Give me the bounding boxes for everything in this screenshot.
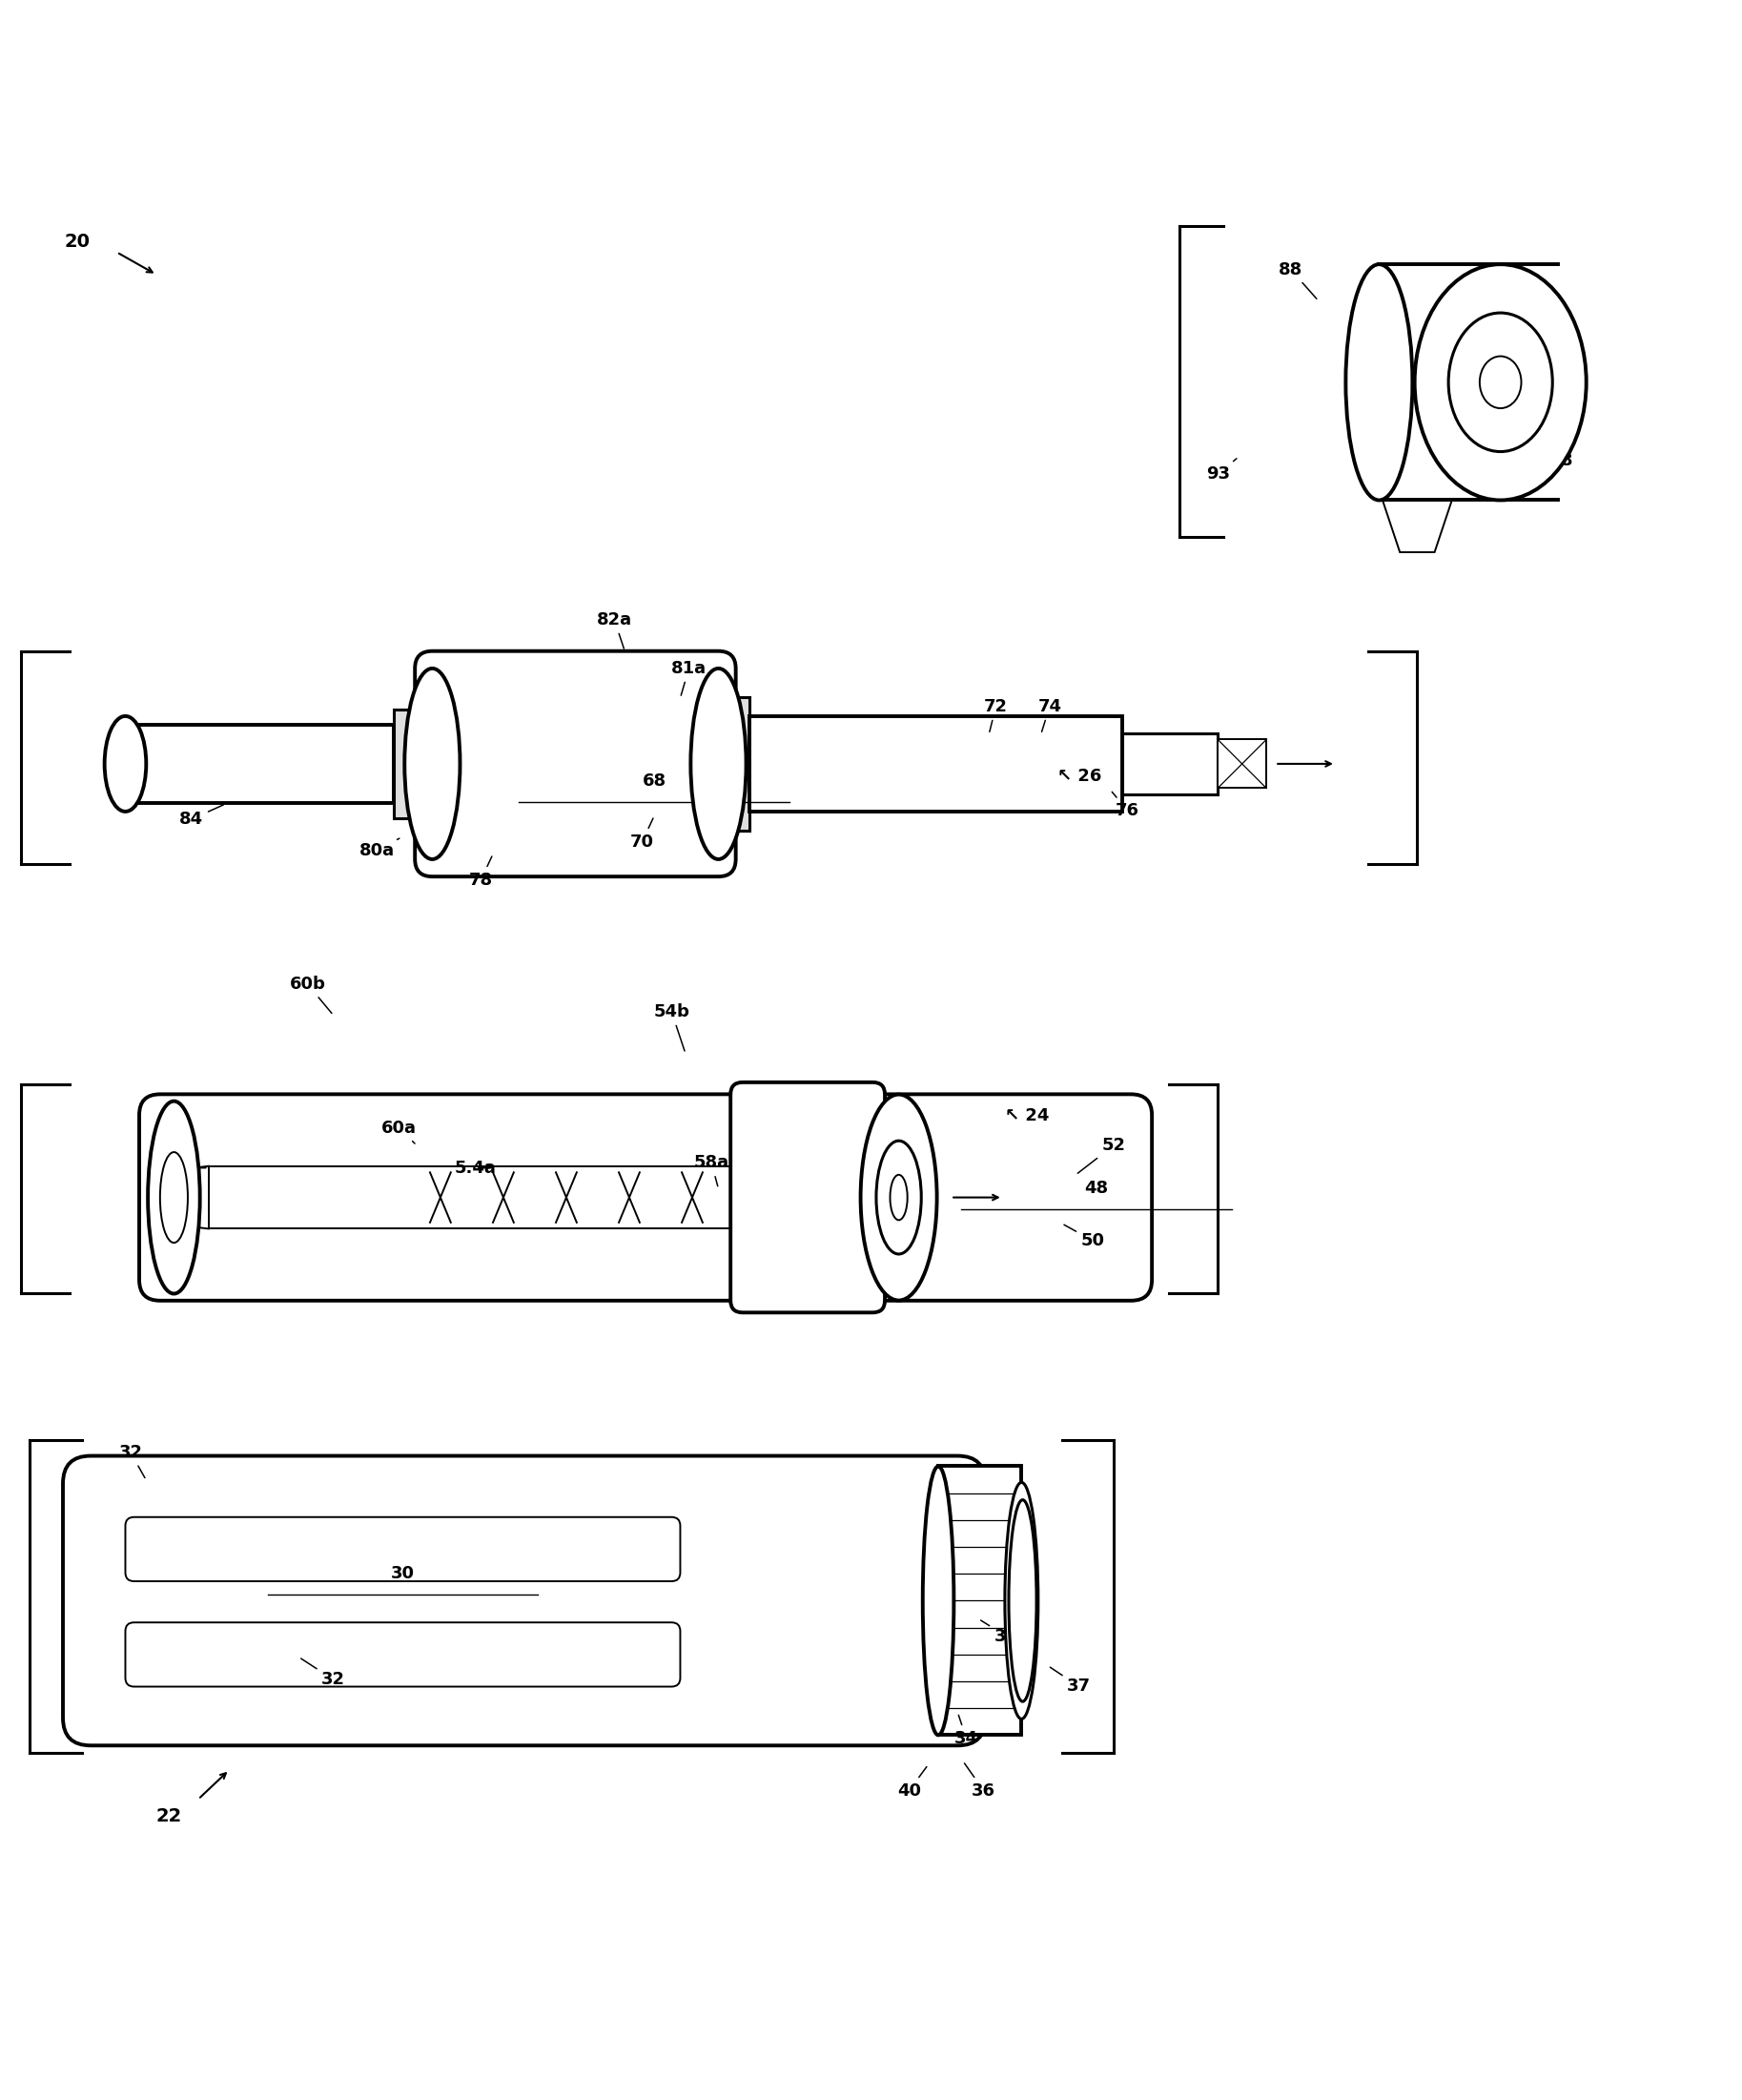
Bar <box>209 1166 761 1228</box>
FancyBboxPatch shape <box>730 1082 885 1312</box>
Ellipse shape <box>890 1174 908 1220</box>
Text: ← 28: ← 28 <box>1528 452 1573 468</box>
Text: 72: 72 <box>984 697 1009 731</box>
Bar <box>1122 733 1218 794</box>
Text: 81a: 81a <box>671 659 707 695</box>
Text: 93: 93 <box>1205 458 1237 483</box>
Text: 74: 74 <box>1038 697 1061 731</box>
FancyBboxPatch shape <box>125 1623 681 1686</box>
FancyBboxPatch shape <box>63 1455 986 1745</box>
Ellipse shape <box>105 716 146 811</box>
Text: 80a: 80a <box>359 838 399 859</box>
Bar <box>749 716 1122 811</box>
Ellipse shape <box>876 1140 922 1254</box>
Text: 30: 30 <box>390 1564 415 1583</box>
Text: 34: 34 <box>955 1716 979 1747</box>
Text: 76: 76 <box>1111 792 1139 819</box>
Text: 32: 32 <box>118 1445 145 1478</box>
Ellipse shape <box>1347 265 1413 500</box>
Text: 60b: 60b <box>289 976 331 1014</box>
Ellipse shape <box>861 1094 937 1300</box>
Text: 32: 32 <box>301 1659 345 1688</box>
Text: 48: 48 <box>1085 1180 1108 1197</box>
Text: 91: 91 <box>1477 330 1510 355</box>
Bar <box>939 1466 1021 1735</box>
Text: 50: 50 <box>1064 1224 1104 1249</box>
Text: 58a: 58a <box>693 1155 730 1186</box>
Text: 60a: 60a <box>381 1119 416 1145</box>
Text: 36: 36 <box>965 1764 996 1800</box>
Text: 70: 70 <box>631 819 653 850</box>
Ellipse shape <box>1009 1499 1036 1701</box>
Text: 40: 40 <box>897 1766 927 1800</box>
Text: 56a: 56a <box>157 1159 206 1176</box>
Ellipse shape <box>160 1153 188 1243</box>
FancyBboxPatch shape <box>415 651 735 876</box>
Text: 5.4a: 5.4a <box>455 1159 496 1176</box>
Text: 22: 22 <box>155 1808 181 1825</box>
Bar <box>718 697 749 832</box>
Text: ↖ 24: ↖ 24 <box>1005 1107 1049 1124</box>
Text: 38: 38 <box>981 1621 1019 1644</box>
Polygon shape <box>1383 500 1451 552</box>
Text: 78: 78 <box>469 857 493 888</box>
Ellipse shape <box>923 1466 955 1735</box>
Ellipse shape <box>148 1100 200 1294</box>
Text: 82a: 82a <box>598 611 632 649</box>
Text: 84: 84 <box>179 804 223 827</box>
Text: 54b: 54b <box>653 1004 690 1050</box>
Ellipse shape <box>1479 357 1521 407</box>
Text: 68: 68 <box>643 773 665 790</box>
Text: 20: 20 <box>64 233 89 250</box>
FancyBboxPatch shape <box>125 1516 681 1581</box>
Ellipse shape <box>1448 313 1552 452</box>
Text: ↖ 26: ↖ 26 <box>1057 766 1101 785</box>
Ellipse shape <box>690 668 746 859</box>
Text: 88: 88 <box>1279 260 1317 298</box>
Ellipse shape <box>1005 1483 1038 1720</box>
Text: 90: 90 <box>1477 386 1510 403</box>
Bar <box>125 724 394 802</box>
Text: 52: 52 <box>1078 1136 1125 1174</box>
Text: 37: 37 <box>1050 1667 1090 1695</box>
Bar <box>394 710 432 819</box>
Ellipse shape <box>404 668 460 859</box>
FancyBboxPatch shape <box>139 1094 1151 1300</box>
Ellipse shape <box>1415 265 1587 500</box>
Bar <box>1218 739 1266 788</box>
